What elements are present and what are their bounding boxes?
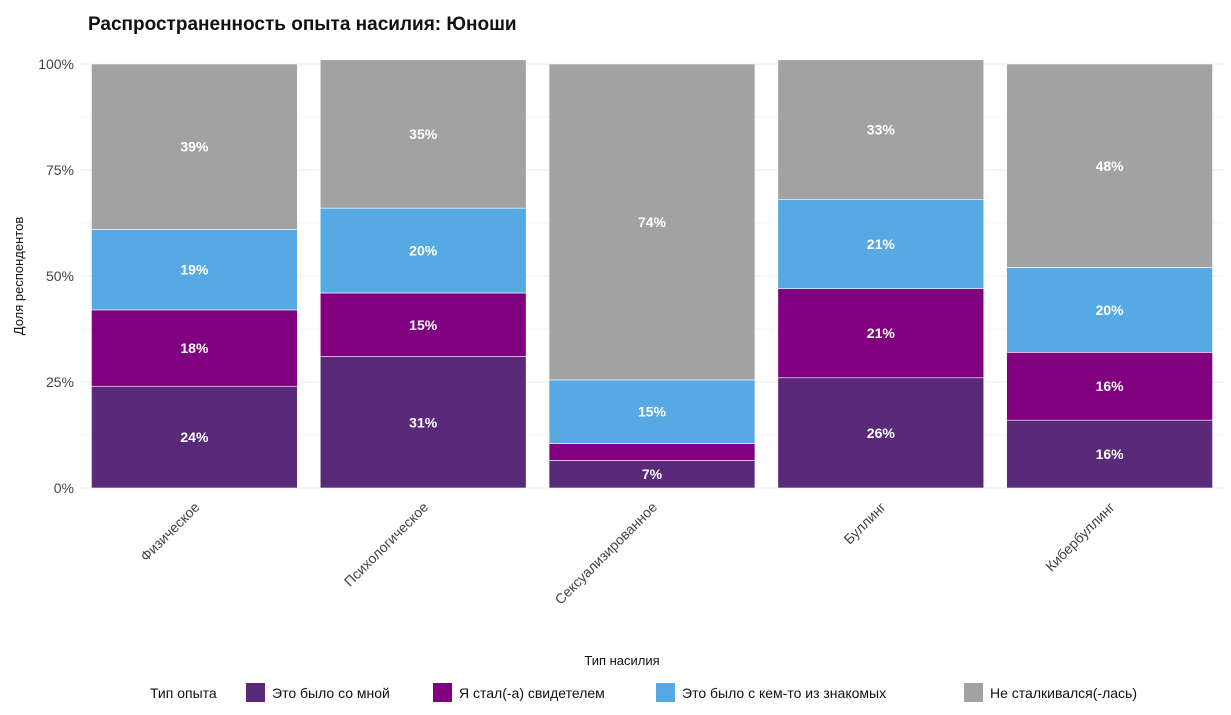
bar-segment (1006, 63, 1213, 268)
bar-segment (319, 207, 527, 294)
bar-segment (777, 288, 985, 379)
bar-segment (1006, 267, 1213, 353)
y-tick-label: 75% (46, 162, 74, 178)
x-tick-label: Кибербуллинг (1042, 499, 1118, 575)
bar-segment (91, 385, 298, 489)
bar-segment (319, 59, 527, 209)
x-tick-label: Сексуализированное (551, 499, 660, 608)
bar-data-label: 35% (409, 126, 438, 142)
y-tick-label: 100% (38, 56, 74, 72)
legend-title: Тип опыта (150, 685, 217, 701)
legend-item-label: Не сталкивался(-лась) (990, 685, 1137, 701)
x-tick-label: Психологическое (341, 499, 432, 590)
bar-segment (1006, 419, 1213, 489)
y-tick-label: 0% (54, 480, 74, 496)
bar-data-label: 24% (180, 429, 209, 445)
bars (91, 59, 1213, 489)
bar-data-label: 20% (1096, 302, 1125, 318)
bar-labels: 24% 18% 19% 39% 31% 15% 20% 35% 7% 15% 74% 26% 21% 21… (180, 122, 1124, 483)
bar-segment (91, 229, 298, 311)
y-tick-label: 25% (46, 374, 74, 390)
legend: Тип опыта Это было со мной Я стал(-а) свид… (150, 683, 1137, 702)
bar-data-label: 15% (638, 404, 667, 420)
bar-data-label: 33% (867, 122, 896, 138)
x-axis-title: Тип насилия (584, 653, 659, 668)
bar-segment (548, 443, 756, 461)
chart-title: Распространенность опыта насилия: Юноши (88, 14, 517, 35)
legend-item-label: Это было со мной (272, 685, 390, 701)
bar-data-label: 21% (867, 325, 896, 341)
bar-data-label: 26% (867, 425, 896, 441)
bar-segment (777, 377, 985, 489)
legend-key (656, 683, 675, 702)
bar-data-label: 48% (1096, 158, 1125, 174)
y-axis-title: Доля респондентов (11, 217, 26, 336)
y-axis-ticks: 0% 25% 50% 75% 100% (38, 56, 74, 496)
x-tick-label: Буллинг (840, 499, 888, 547)
legend-item-label: Это было с кем-то из знакомых (682, 685, 886, 701)
bar-segment (777, 59, 985, 200)
bar-segment (548, 379, 756, 444)
legend-key (964, 683, 983, 702)
bar-data-label: 15% (409, 317, 438, 333)
bar-segment (91, 309, 298, 387)
bar-data-label: 7% (642, 466, 663, 482)
y-tick-label: 50% (46, 268, 74, 284)
bar-segment (1006, 352, 1213, 421)
legend-key (246, 683, 265, 702)
bar-data-label: 39% (180, 139, 209, 155)
bar-segment (777, 199, 985, 290)
bar-data-label: 16% (1096, 446, 1125, 462)
bar-data-label: 20% (409, 243, 438, 259)
bar-data-label: 16% (1096, 378, 1125, 394)
bar-data-label: 18% (180, 340, 209, 356)
bar-segment (548, 460, 756, 489)
bar-segment (319, 356, 527, 489)
legend-item-label: Я стал(-а) свидетелем (459, 685, 605, 701)
bar-segment (319, 292, 527, 357)
bar-data-label: 21% (867, 236, 896, 252)
bar-data-label: 31% (409, 414, 438, 430)
bar-data-label: 74% (638, 214, 667, 230)
legend-key (433, 683, 452, 702)
x-axis-ticks: Физическое Психологическое Сексуализирован… (137, 499, 1118, 608)
bar-segment (548, 63, 756, 381)
bar-data-label: 19% (180, 262, 209, 278)
bar-segment (91, 63, 298, 230)
x-tick-label: Физическое (137, 499, 203, 565)
